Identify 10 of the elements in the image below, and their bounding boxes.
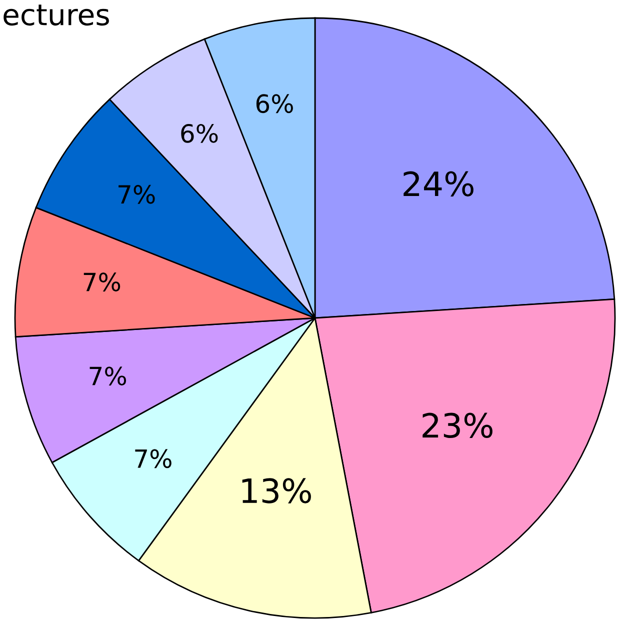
data-label: 23% xyxy=(422,412,492,438)
data-label: 6% xyxy=(256,94,293,114)
chart-title: ectures xyxy=(4,4,109,26)
data-label: 7% xyxy=(135,449,172,468)
data-label: 13% xyxy=(242,478,311,504)
data-label: 7% xyxy=(84,272,120,292)
data-label: 24% xyxy=(404,171,474,196)
data-label: 7% xyxy=(118,184,155,204)
data-label: 6% xyxy=(181,124,218,143)
data-label: 7% xyxy=(90,366,126,386)
